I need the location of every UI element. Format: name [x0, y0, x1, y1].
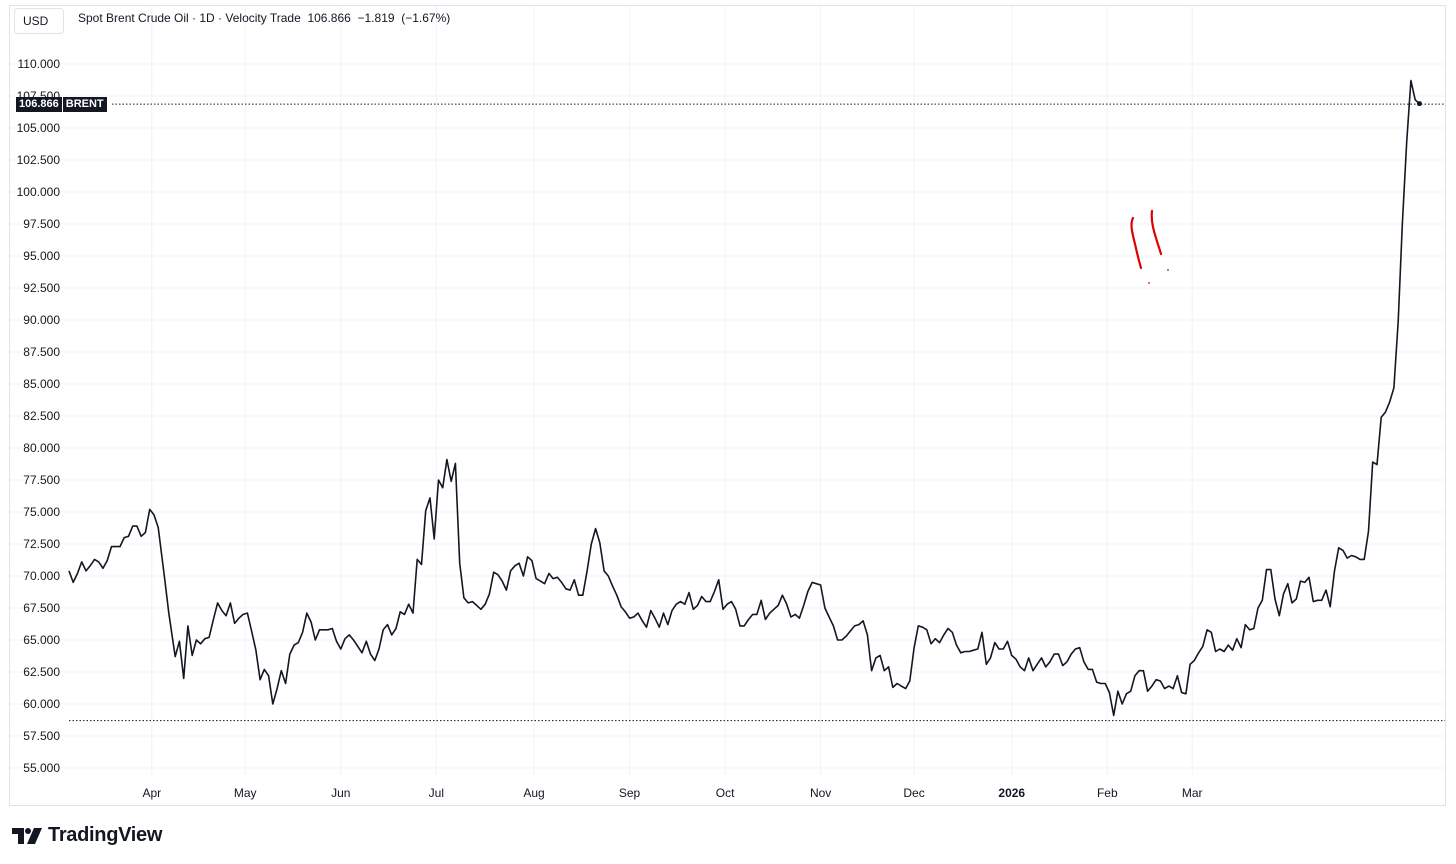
y-tick-label: 60.000 [23, 697, 60, 711]
y-tick-label: 67.500 [23, 601, 60, 615]
x-tick-label: Nov [810, 786, 831, 800]
y-tick-label: 95.000 [23, 249, 60, 263]
hand-annotation [1130, 209, 1169, 284]
tradingview-logo[interactable]: TradingView [12, 824, 162, 847]
y-tick-label: 65.000 [23, 633, 60, 647]
y-tick-label: 80.000 [23, 441, 60, 455]
y-tick-label: 82.500 [23, 409, 60, 423]
x-tick-label: May [234, 786, 257, 800]
y-tick-label: 97.500 [23, 217, 60, 231]
price-change: −1.819 [357, 11, 395, 25]
x-tick-label: Apr [142, 786, 161, 800]
y-tick-label: 62.500 [23, 665, 60, 679]
price-tag-symbol: BRENT [62, 97, 107, 112]
price-tag-value: 106.866 [16, 97, 62, 112]
y-tick-label: 92.500 [23, 281, 60, 295]
y-tick-label: 70.000 [23, 569, 60, 583]
y-axis: 110.000107.500105.000102.500100.00097.50… [17, 57, 61, 775]
annotation-dot-2 [1167, 269, 1169, 271]
y-tick-label: 110.000 [18, 57, 61, 71]
reference-lines [69, 103, 1445, 722]
y-tick-label: 87.500 [23, 345, 60, 359]
x-tick-label: Jun [331, 786, 350, 800]
price-tag: 106.866 BRENT [16, 97, 107, 112]
y-tick-label: 72.500 [23, 537, 60, 551]
y-tick-label: 100.000 [17, 185, 61, 199]
price-line [68, 79, 1420, 717]
x-axis: Apr May Jun Jul Aug Sep Oct Nov Dec 2026 Feb Mar [142, 786, 1202, 800]
y-tick-label: 105.000 [17, 121, 61, 135]
y-tick-label: 75.000 [23, 505, 60, 519]
last-price: 106.866 [307, 11, 351, 25]
y-tick-label: 102.500 [17, 153, 61, 167]
symbol-legend: Spot Brent Crude Oil · 1D · Velocity Tra… [78, 11, 450, 25]
x-tick-label: Aug [523, 786, 544, 800]
x-tick-label: Jul [429, 786, 444, 800]
x-tick-label: Oct [716, 786, 735, 800]
y-tick-label: 85.000 [23, 377, 60, 391]
annotation-stroke-2 [1150, 209, 1163, 256]
last-price-dot [1416, 101, 1422, 107]
chart-frame [9, 5, 1446, 806]
y-tick-label: 57.500 [23, 729, 60, 743]
y-tick-label: 55.000 [23, 761, 60, 775]
annotation-stroke-1 [1130, 216, 1143, 270]
currency-button[interactable]: USD [14, 8, 64, 34]
x-tick-label: Dec [903, 786, 924, 800]
y-tick-label: 77.500 [23, 473, 60, 487]
annotation-dot-1 [1148, 282, 1150, 284]
price-change-pct: (−1.67%) [401, 11, 451, 25]
symbol-title: Spot Brent Crude Oil · 1D · Velocity Tra… [78, 11, 301, 25]
x-tick-label: Sep [619, 786, 641, 800]
y-tick-label: 90.000 [23, 313, 60, 327]
x-tick-label: 2026 [998, 786, 1025, 800]
x-tick-label: Feb [1097, 786, 1118, 800]
grid-lines [10, 6, 1445, 775]
tradingview-wordmark: TradingView [48, 824, 163, 846]
x-tick-label: Mar [1182, 786, 1203, 800]
tradingview-logo-icon [12, 827, 42, 844]
